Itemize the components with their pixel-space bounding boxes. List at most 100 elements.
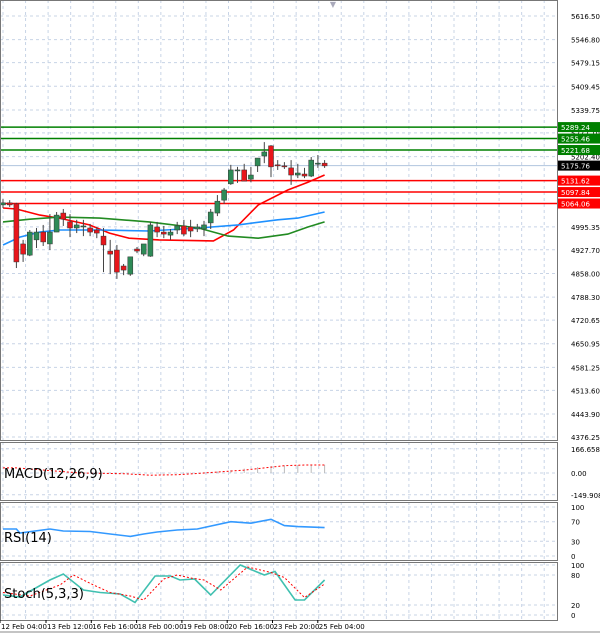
indicator-tick-label: 20 bbox=[571, 602, 580, 610]
candle-bullish bbox=[127, 256, 134, 275]
candle-bearish bbox=[288, 167, 294, 176]
indicator-tick-label: 70 bbox=[571, 519, 580, 527]
candle-bullish bbox=[73, 224, 80, 229]
candle-bearish bbox=[107, 250, 113, 255]
candle-bullish bbox=[201, 224, 207, 230]
candle-bearish bbox=[94, 229, 100, 234]
candle-bearish bbox=[120, 265, 127, 271]
price-tick-label: 4376.25 bbox=[571, 434, 600, 442]
candle-bullish bbox=[174, 225, 180, 231]
candle-bullish bbox=[140, 243, 147, 255]
candle-bearish bbox=[114, 249, 120, 273]
price-tick-label: 5339.75 bbox=[571, 107, 600, 115]
candle-bullish bbox=[308, 159, 314, 177]
candle-bearish bbox=[274, 164, 281, 167]
candle-bullish bbox=[27, 231, 33, 256]
time-label: 20 Feb 16:00 bbox=[228, 623, 274, 631]
candle-bullish bbox=[315, 162, 321, 165]
stoch-label: Stoch(5,3,3) bbox=[4, 587, 84, 602]
indicator-tick-label: -149.908 bbox=[571, 492, 600, 500]
level-label: 5064.06 bbox=[561, 201, 590, 209]
price-tick-label: 4927.70 bbox=[571, 247, 600, 255]
indicator-tick-label: 0 bbox=[571, 553, 575, 561]
candle-bearish bbox=[40, 231, 46, 243]
candle-bullish bbox=[80, 225, 87, 228]
current-price-tag bbox=[558, 160, 600, 171]
level-label: 5097.84 bbox=[561, 189, 590, 197]
level-tag bbox=[558, 122, 600, 133]
candle-bearish bbox=[301, 173, 308, 177]
indicator-tick-label: 100 bbox=[571, 562, 584, 570]
price-tick-label: 4513.60 bbox=[571, 387, 600, 395]
candle-bearish bbox=[281, 165, 288, 168]
candle-bearish bbox=[154, 226, 160, 233]
chart-shift-marker[interactable]: ▼ bbox=[330, 0, 337, 9]
price-tick-label: 5616.50 bbox=[571, 13, 600, 21]
candle-bearish bbox=[20, 243, 26, 255]
indicator-tick-label: 30 bbox=[571, 538, 580, 546]
level-tag bbox=[558, 187, 600, 198]
candle-bullish bbox=[147, 224, 154, 257]
candle-bullish bbox=[254, 157, 261, 167]
candle-bullish bbox=[47, 231, 53, 245]
time-label: 23 Feb 20:00 bbox=[274, 623, 320, 631]
indicator-tick-label: 100 bbox=[571, 504, 584, 512]
candle-bullish bbox=[261, 151, 268, 157]
level-label: 5221.68 bbox=[561, 147, 590, 155]
indicator-tick-label: 166.658 bbox=[571, 446, 600, 454]
current-price-label: 5175.76 bbox=[561, 163, 590, 171]
candle-bearish bbox=[13, 203, 20, 263]
candle-bullish bbox=[53, 214, 60, 233]
panel-border bbox=[0, 0, 558, 441]
price-tick-label: 4443.90 bbox=[571, 411, 600, 419]
candle-bearish bbox=[67, 221, 73, 229]
candle-bearish bbox=[134, 248, 140, 252]
candle-bullish bbox=[33, 231, 40, 241]
price-tick-label: 5479.15 bbox=[571, 60, 600, 68]
macd-label: MACD(12,26,9) bbox=[4, 467, 103, 482]
candle-bullish bbox=[248, 174, 254, 180]
candle-bullish bbox=[234, 169, 241, 172]
time-label: 19 Feb 08:00 bbox=[183, 623, 229, 631]
candle-bearish bbox=[187, 226, 194, 232]
candle-bearish bbox=[87, 227, 93, 233]
rsi-label: RSI(14) bbox=[4, 531, 52, 546]
candle-bearish bbox=[181, 225, 187, 235]
price-tick-label: 5202.40 bbox=[571, 154, 600, 162]
candle-bullish bbox=[167, 231, 174, 236]
level-tag bbox=[558, 145, 600, 156]
indicator-tick-label: 0 bbox=[571, 612, 575, 620]
price-tick-label: 4720.65 bbox=[571, 317, 600, 325]
panel-border bbox=[0, 442, 558, 501]
price-tick-label: 4995.35 bbox=[571, 224, 600, 232]
indicators bbox=[2, 464, 326, 604]
time-label: 18 Feb 00:00 bbox=[138, 623, 184, 631]
candle-bearish bbox=[321, 162, 328, 167]
time-label: 13 Feb 12:00 bbox=[47, 623, 93, 631]
level-label: 5255.46 bbox=[561, 136, 590, 144]
time-label: 25 Feb 04:00 bbox=[319, 623, 365, 631]
time-label: 16 Feb 16:00 bbox=[92, 623, 138, 631]
candle-bearish bbox=[60, 212, 67, 220]
price-tick-label: 4858.00 bbox=[571, 270, 600, 278]
macd-signal-line bbox=[3, 464, 325, 476]
price-tick-label: 5546.80 bbox=[571, 37, 600, 45]
candle-bearish bbox=[241, 169, 247, 182]
price-tick-label: 4650.95 bbox=[571, 341, 600, 349]
candle-bullish bbox=[207, 211, 214, 224]
candle-bullish bbox=[295, 172, 301, 176]
candle-bullish bbox=[194, 226, 201, 230]
price-tick-label: 4581.25 bbox=[571, 364, 600, 372]
indicator-tick-label: 0.00 bbox=[571, 470, 587, 478]
candle-bullish bbox=[0, 202, 6, 206]
candle-bullish bbox=[214, 200, 221, 214]
level-label: 5131.62 bbox=[561, 178, 590, 186]
panel-border bbox=[0, 562, 558, 621]
candle-bearish bbox=[268, 145, 274, 168]
level-label: 5289.24 bbox=[561, 124, 590, 132]
grid bbox=[0, 0, 557, 620]
candles bbox=[0, 142, 328, 279]
rsi-line bbox=[3, 518, 325, 538]
